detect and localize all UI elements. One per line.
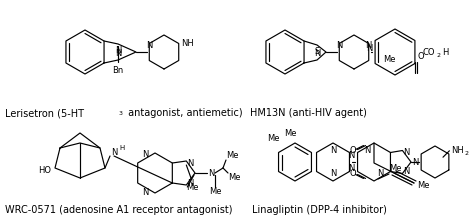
Text: N: N: [143, 150, 149, 158]
Text: HO: HO: [38, 165, 51, 174]
Text: N: N: [366, 44, 372, 53]
Text: Me: Me: [389, 164, 401, 173]
Text: O: O: [418, 51, 425, 61]
Text: N: N: [314, 49, 320, 58]
Text: Lerisetron (5-HT: Lerisetron (5-HT: [5, 108, 84, 118]
Text: 2: 2: [465, 151, 469, 156]
Text: S: S: [314, 47, 319, 56]
Text: N: N: [330, 146, 336, 155]
Text: N: N: [111, 147, 118, 156]
Text: N: N: [146, 41, 153, 50]
Text: N: N: [365, 41, 372, 50]
Text: Me: Me: [284, 129, 296, 138]
Text: Me: Me: [383, 55, 396, 64]
Text: N: N: [208, 169, 214, 178]
Text: H: H: [119, 145, 124, 151]
Text: N: N: [403, 148, 410, 157]
Text: N: N: [337, 41, 343, 50]
Text: antagonist, antiemetic): antagonist, antiemetic): [125, 108, 243, 118]
Text: Me: Me: [209, 187, 221, 196]
Text: N: N: [187, 158, 194, 167]
Text: Me: Me: [417, 180, 429, 189]
Text: N: N: [143, 187, 149, 196]
Text: Me: Me: [228, 173, 240, 182]
Text: N: N: [412, 158, 418, 167]
Text: N: N: [115, 46, 121, 55]
Text: H: H: [442, 48, 448, 57]
Text: 2: 2: [437, 53, 441, 57]
Text: CO: CO: [423, 48, 436, 57]
Text: 3: 3: [119, 111, 123, 116]
Text: NH: NH: [451, 146, 464, 155]
Text: N: N: [403, 167, 410, 176]
Text: WRC-0571 (adenosine A1 receptor antagonist): WRC-0571 (adenosine A1 receptor antagoni…: [5, 205, 233, 215]
Text: N: N: [348, 151, 355, 160]
Text: NH: NH: [181, 39, 194, 48]
Text: N: N: [348, 164, 355, 173]
Text: Me: Me: [186, 183, 199, 192]
Text: N: N: [115, 49, 121, 58]
Text: Bn: Bn: [112, 66, 124, 75]
Text: HM13N (anti-HIV agent): HM13N (anti-HIV agent): [250, 108, 367, 118]
Text: O: O: [350, 169, 356, 178]
Text: N: N: [377, 169, 383, 178]
Text: Linagliptin (DPP-4 inhibitor): Linagliptin (DPP-4 inhibitor): [252, 205, 387, 215]
Text: N: N: [365, 146, 371, 155]
Text: Me: Me: [226, 151, 238, 160]
Text: N: N: [330, 169, 336, 178]
Text: Me: Me: [267, 134, 280, 143]
Text: N: N: [187, 178, 194, 187]
Text: O: O: [350, 146, 356, 155]
